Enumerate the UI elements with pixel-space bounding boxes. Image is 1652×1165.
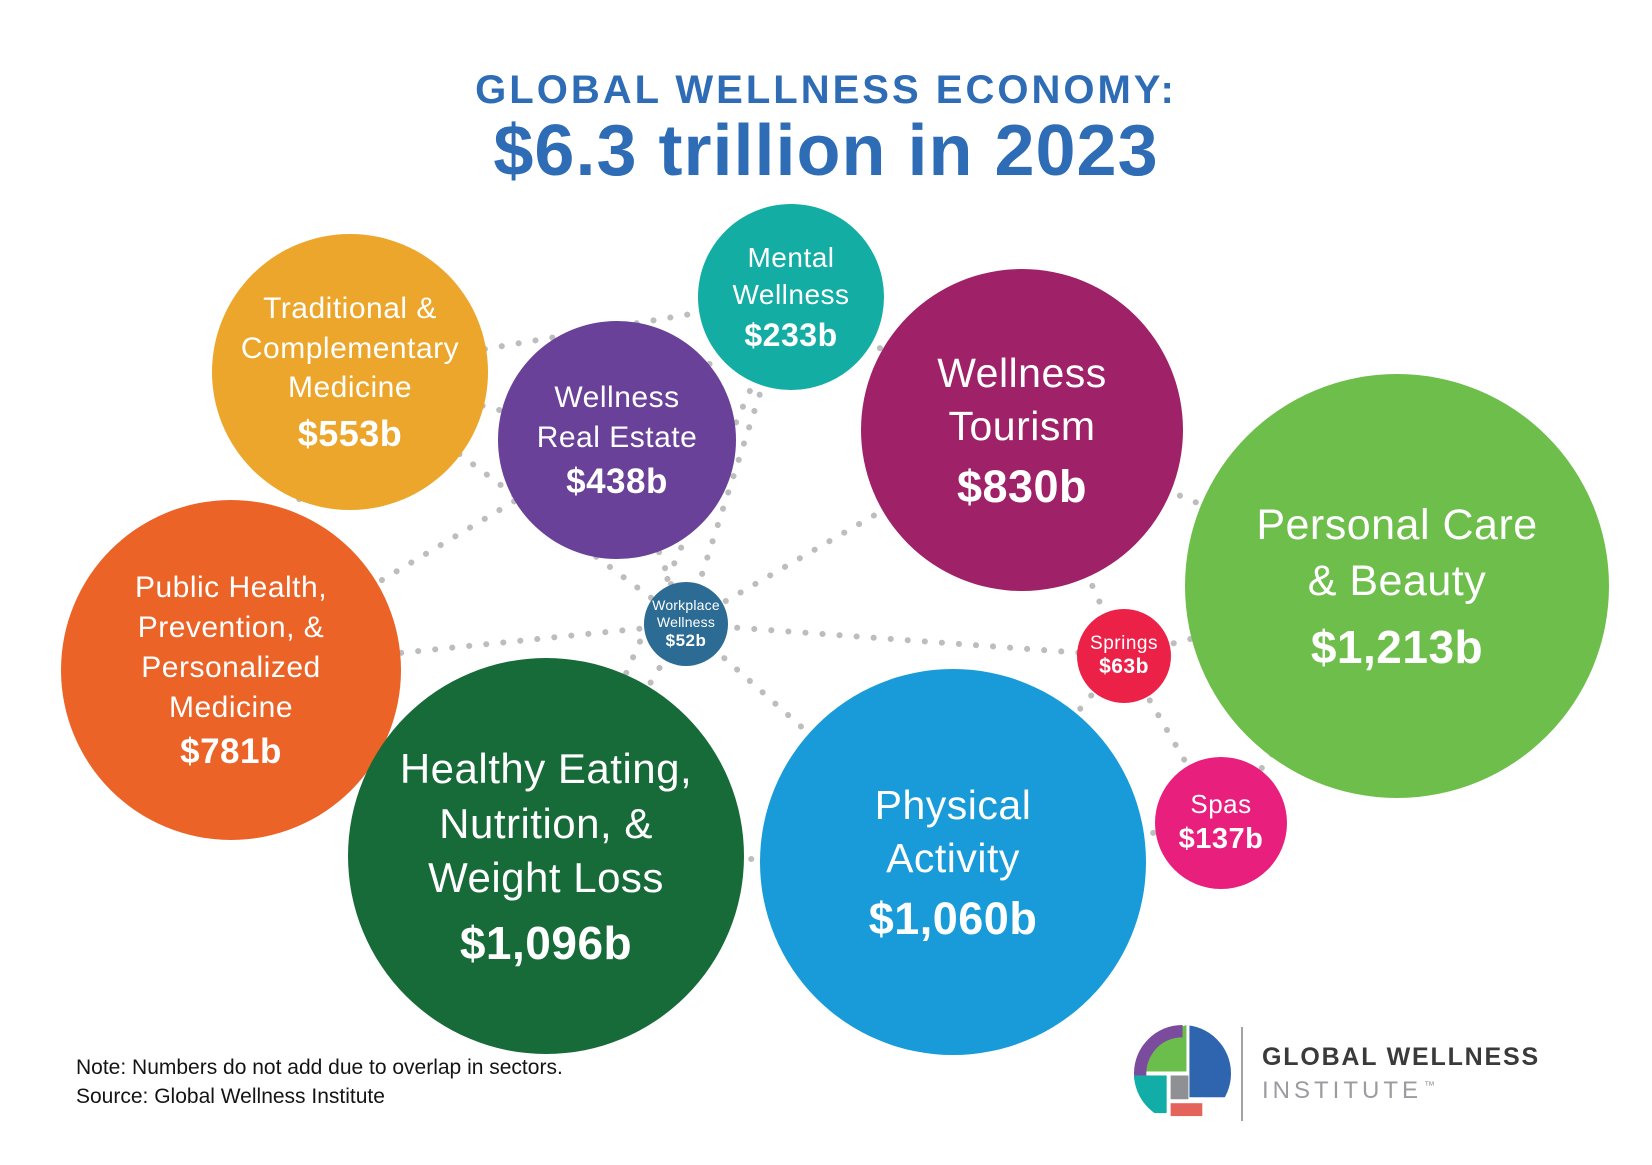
bubble-value: $438b [566, 462, 668, 502]
logo-subname-text: INSTITUTE [1262, 1076, 1422, 1104]
bubble-value: $1,213b [1310, 621, 1484, 674]
bubble-label: Spas [1190, 789, 1252, 820]
chart-title-line1: GLOBAL WELLNESS ECONOMY: [475, 68, 1177, 112]
bubble-value: $137b [1178, 822, 1264, 855]
bubble-label: Traditional & Complementary Medicine [240, 292, 460, 405]
chart-title-line2: $6.3 trillion in 2023 [493, 111, 1159, 191]
bubble-value: $1,096b [459, 916, 633, 969]
footer-note: Note: Numbers do not add due to overlap … [76, 1054, 563, 1112]
bubble-personal-care-beauty: Personal Care & Beauty $1,213b [1185, 374, 1609, 798]
bubble-value: $781b [180, 731, 282, 771]
bubble-value: $233b [744, 316, 838, 353]
bubble-physical-activity: Physical Activity $1,060b [760, 669, 1146, 1055]
bubble-label: Healthy Eating, Nutrition, & Weight Loss [399, 745, 693, 902]
footer-note-line2: Source: Global Wellness Institute [76, 1084, 385, 1108]
bubble-label: Wellness Tourism [937, 350, 1107, 449]
bubble-workplace-wellness: Workplace Wellness $52b [644, 582, 728, 666]
trademark-symbol: ™ [1424, 1079, 1435, 1092]
bubble-spas: Spas $137b [1155, 757, 1287, 889]
bubble-label: Mental Wellness [732, 242, 850, 310]
logo-divider [1241, 1026, 1243, 1121]
bubble-value: $63b [1099, 655, 1149, 679]
bubble-traditional-complementary-medicine: Traditional & Complementary Medicine $55… [212, 234, 488, 510]
gwi-logo-mark-icon [1133, 1024, 1232, 1123]
bubble-value: $52b [665, 631, 707, 651]
bubble-value: $830b [956, 460, 1088, 512]
bubble-value: $1,060b [868, 893, 1038, 945]
bubble-springs: Springs $63b [1077, 609, 1171, 703]
bubble-label: Wellness Real Estate [536, 380, 698, 454]
logo-subname: INSTITUTE ™ [1262, 1077, 1540, 1105]
bubble-value: $553b [297, 412, 403, 454]
bubble-label: Workplace Wellness [652, 596, 720, 630]
bubble-wellness-tourism: Wellness Tourism $830b [861, 269, 1183, 591]
bubble-healthy-eating-nutrition-weight-loss: Healthy Eating, Nutrition, & Weight Loss… [348, 658, 744, 1054]
chart-title: GLOBAL WELLNESS ECONOMY: $6.3 trillion i… [0, 68, 1652, 189]
bubble-label: Personal Care & Beauty [1256, 500, 1538, 605]
bubble-mental-wellness: Mental Wellness $233b [698, 204, 884, 390]
logo-name: GLOBAL WELLNESS [1262, 1042, 1540, 1071]
bubble-public-health-prevention-personalized-medicine: Public Health, Prevention, & Personalize… [61, 500, 401, 840]
bubble-label: Public Health, Prevention, & Personalize… [134, 571, 328, 724]
gwi-logo: GLOBAL WELLNESS INSTITUTE ™ [1133, 1024, 1540, 1123]
bubble-label: Springs [1090, 632, 1158, 654]
footer-note-line1: Note: Numbers do not add due to overlap … [76, 1056, 563, 1079]
bubble-wellness-real-estate: Wellness Real Estate $438b [498, 321, 736, 559]
logo-text: GLOBAL WELLNESS INSTITUTE ™ [1262, 1043, 1540, 1105]
bubble-label: Physical Activity [874, 781, 1032, 881]
